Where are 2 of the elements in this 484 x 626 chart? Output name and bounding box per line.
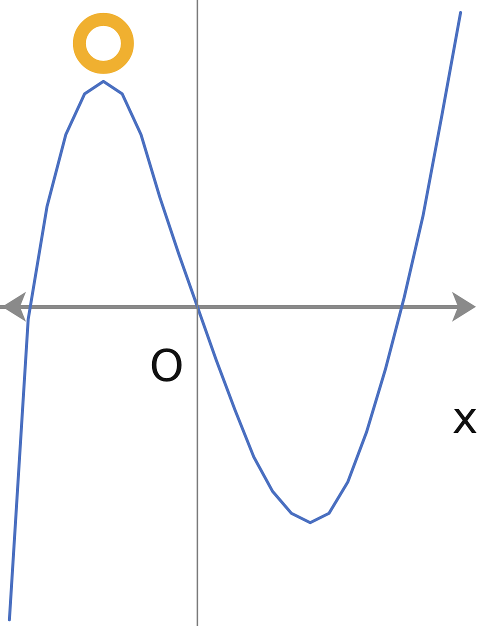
x-axis-title: x bbox=[452, 393, 478, 444]
annotation: O bbox=[149, 340, 184, 392]
